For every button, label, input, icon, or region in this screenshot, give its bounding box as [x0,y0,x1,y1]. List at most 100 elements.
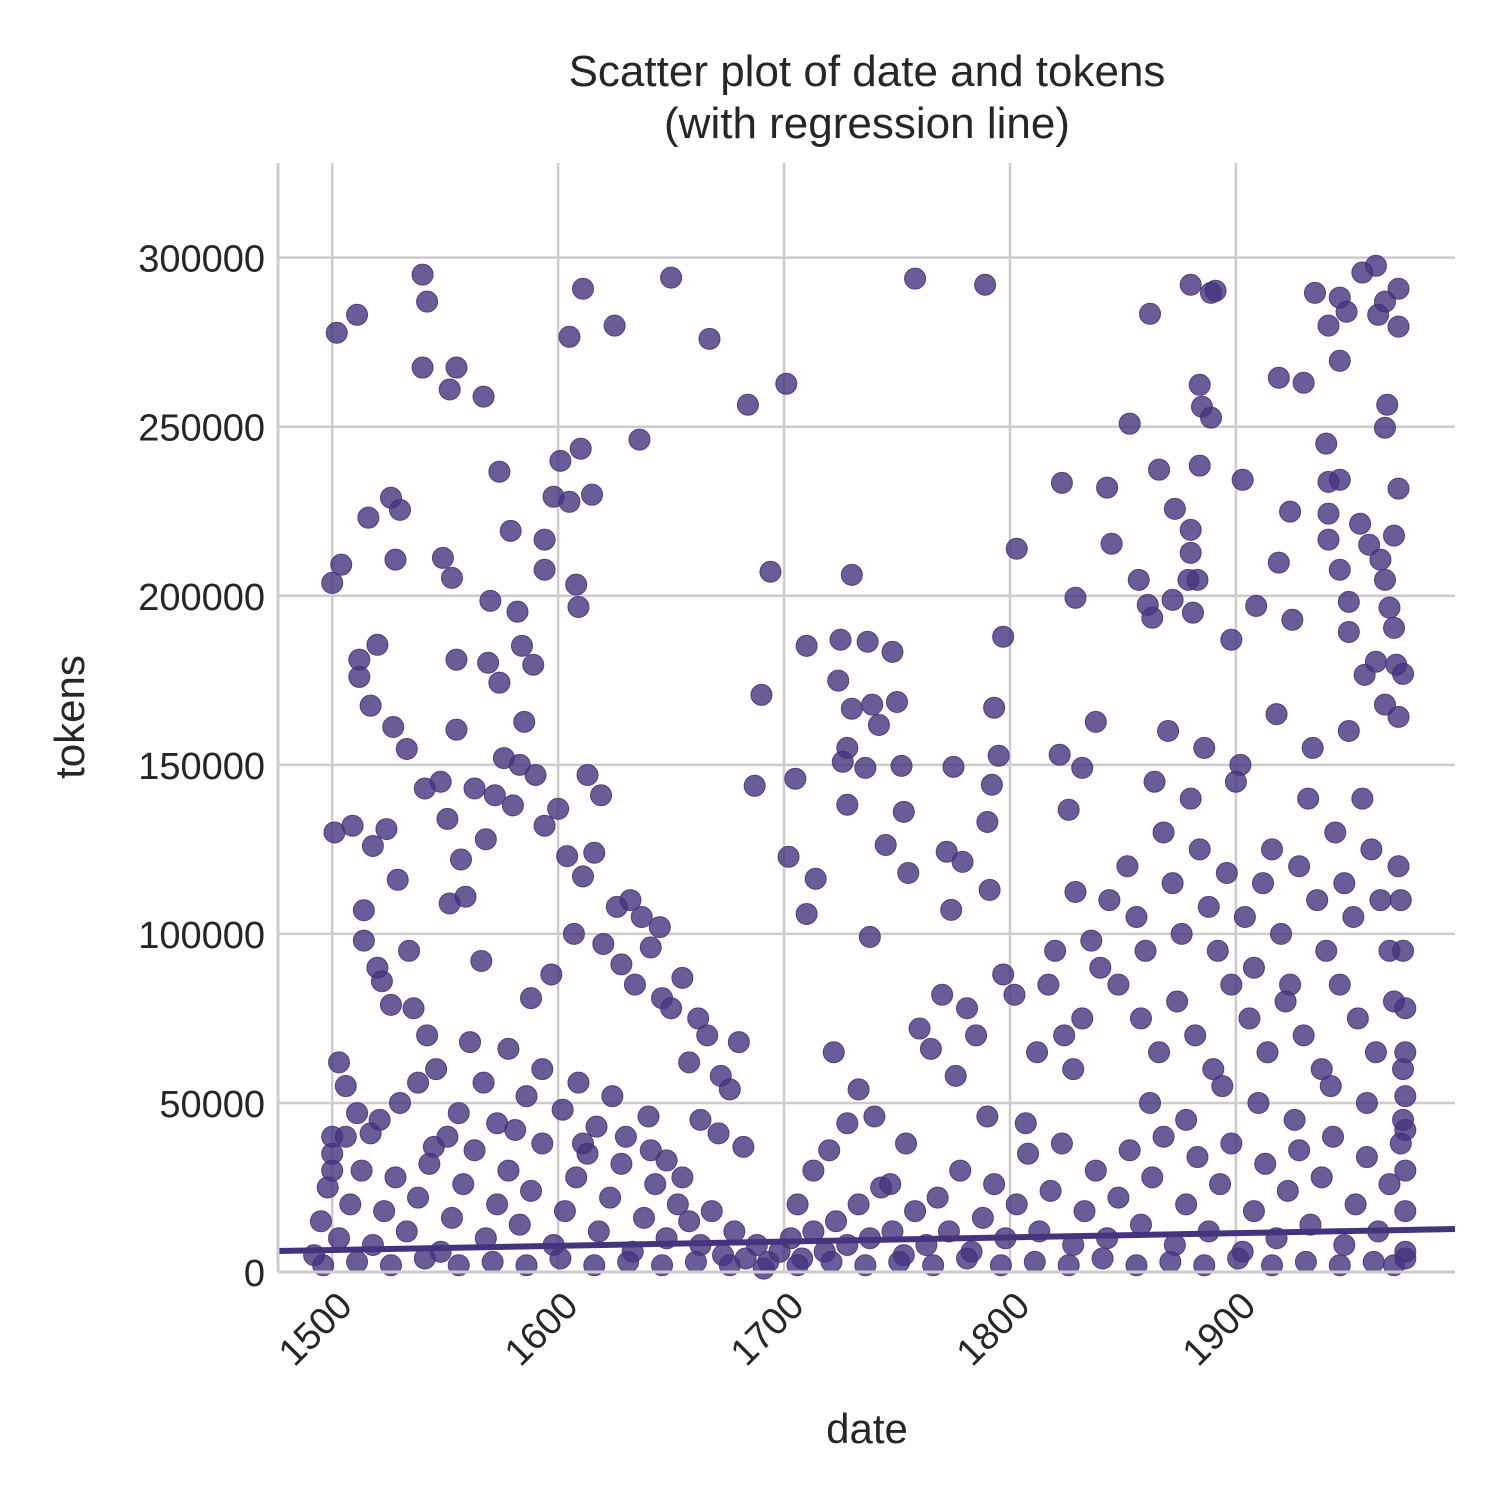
point [718,1078,741,1101]
point [379,1254,402,1277]
point [802,1159,825,1182]
point [533,528,556,551]
point [388,1091,411,1114]
point [567,1071,590,1094]
point [1215,862,1238,885]
point [312,1254,335,1277]
point [531,1058,554,1081]
point [499,519,522,542]
y-tick-label: 200000 [138,577,265,619]
point [346,1102,369,1125]
point [481,1250,504,1273]
point [892,800,915,823]
regression [277,1226,1456,1255]
point [1202,1058,1225,1081]
point [775,372,798,395]
point [630,905,653,928]
point [1166,990,1189,1013]
point [619,889,642,912]
point [1292,371,1315,394]
point [1245,594,1268,617]
point [447,1254,470,1277]
point [1139,1091,1162,1114]
point [750,683,773,706]
point [949,1159,972,1182]
point [470,949,493,972]
point [497,1037,520,1060]
point [1209,1173,1232,1196]
point [1220,628,1243,651]
point [786,1193,809,1216]
point [1080,929,1103,952]
point [431,546,454,569]
point [678,1210,701,1233]
point [942,755,965,778]
point [1342,905,1365,928]
x-tick-label: 1800 [949,1285,1038,1374]
point [944,1064,967,1087]
point [327,1227,350,1250]
point [840,563,863,586]
point [325,321,348,344]
tick-labels: 0 50000 100000 150000 200000 250000 300000 1500… [138,239,1264,1374]
point [436,807,459,830]
point [829,628,852,651]
point [1362,1250,1385,1273]
point [447,1102,470,1125]
point [1328,973,1351,996]
point [732,1135,755,1158]
point [1247,1091,1270,1114]
point [1107,973,1130,996]
point [890,754,913,777]
point [989,1254,1012,1277]
point [1188,454,1211,477]
point [1281,608,1304,631]
point [1179,541,1202,564]
point [614,1125,637,1148]
point [687,1007,710,1030]
y-tick-label: 300000 [138,239,265,281]
point [644,1173,667,1196]
point [1023,1250,1046,1273]
point [1148,1041,1171,1064]
point [1073,1200,1096,1223]
x-tick-label: 1500 [271,1285,360,1374]
point [978,878,1001,901]
point [565,573,588,596]
point [508,753,531,776]
point [1084,710,1107,733]
point [488,671,511,694]
point [976,810,999,833]
grid [278,163,1455,1274]
point [1364,254,1387,277]
point [1188,373,1211,396]
point [1152,821,1175,844]
point [1242,956,1265,979]
point [1057,1254,1080,1277]
point [1231,468,1254,491]
point [1322,1125,1345,1148]
point [1267,551,1290,574]
point [1089,956,1112,979]
point [346,303,369,326]
point [334,1075,357,1098]
point [1387,277,1410,300]
chart-title: Scatter plot of date and tokens [569,47,1166,96]
point [1242,1200,1265,1223]
point [513,710,536,733]
point [1098,889,1121,912]
point [581,483,604,506]
point [1333,1233,1356,1256]
point [407,1186,430,1209]
point [1364,650,1387,673]
point [558,325,581,348]
point [1125,1254,1148,1277]
point [1378,596,1401,619]
point [520,1179,543,1202]
point [752,1257,775,1280]
point [1157,720,1180,743]
y-tick-label: 50000 [159,1084,265,1126]
point [384,1166,407,1189]
point [1163,497,1186,520]
